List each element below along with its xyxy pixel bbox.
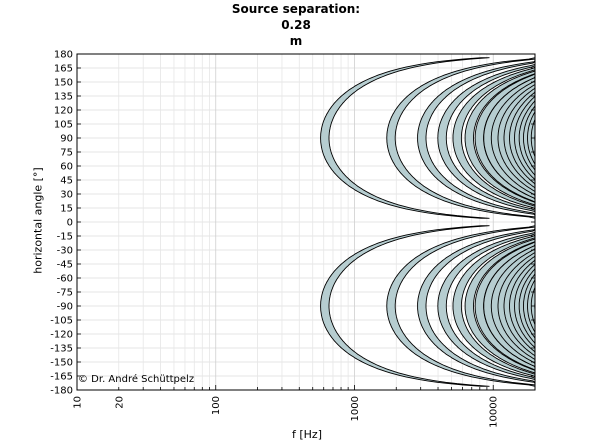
x-tick-label: 100	[211, 396, 222, 415]
y-tick-label: 60	[60, 162, 73, 173]
y-tick-label: -150	[50, 358, 73, 369]
null-band	[464, 57, 536, 219]
null-band	[320, 57, 490, 219]
contour-layer	[320, 57, 536, 387]
y-tick-label: 45	[60, 176, 73, 187]
null-band	[320, 225, 490, 387]
y-tick-label: 180	[54, 50, 73, 61]
y-tick-label: -105	[50, 316, 73, 327]
chart-title-line-3: m	[289, 34, 303, 48]
y-tick-label: -120	[50, 330, 73, 341]
y-tick-label: 15	[60, 204, 73, 215]
null-band	[452, 225, 536, 387]
tick-layer: 1801651501351201059075604530150-15-30-45…	[50, 50, 536, 428]
chart-title-line-1: Source separation:	[231, 2, 361, 16]
null-band	[464, 225, 536, 387]
y-tick-label: -60	[57, 274, 73, 285]
x-axis-label: f [Hz]	[292, 428, 322, 441]
chart-title-line-2: 0.28	[281, 18, 311, 32]
y-tick-label: -30	[57, 246, 73, 257]
y-tick-label: -165	[50, 372, 73, 383]
y-tick-label: 0	[67, 218, 73, 229]
y-tick-label: -180	[50, 386, 73, 397]
x-tick-label: 10	[73, 396, 84, 409]
x-tick-label: 10000	[489, 396, 500, 428]
x-tick-label: 1000	[350, 396, 361, 421]
y-tick-label: 30	[60, 190, 73, 201]
y-tick-label: 105	[54, 120, 73, 131]
null-band	[437, 57, 536, 219]
copyright-notice: © Dr. André Schüttpelz	[78, 374, 195, 385]
y-tick-label: 90	[60, 134, 73, 145]
y-tick-label: -75	[57, 288, 73, 299]
y-tick-label: 150	[54, 78, 73, 89]
y-tick-label: 165	[54, 64, 73, 75]
y-axis-label: horizontal angle [°]	[31, 167, 45, 274]
null-band	[417, 57, 536, 219]
y-tick-label: -45	[57, 260, 73, 271]
y-tick-label: -90	[57, 302, 73, 313]
null-band	[437, 225, 536, 387]
y-tick-label: 135	[54, 92, 73, 103]
y-tick-label: 75	[60, 148, 73, 159]
y-tick-label: -15	[57, 232, 73, 243]
y-tick-label: 120	[54, 106, 73, 117]
null-band	[417, 225, 536, 387]
y-tick-label: -135	[50, 344, 73, 355]
null-band	[452, 57, 536, 219]
x-tick-label: 20	[114, 396, 125, 409]
